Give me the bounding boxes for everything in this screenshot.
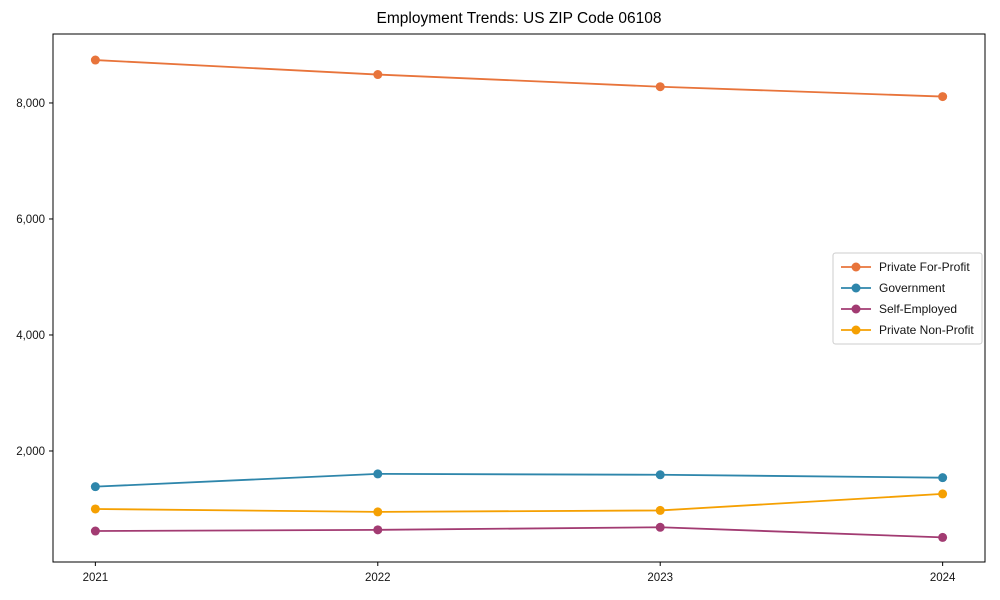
- data-point-marker: [938, 473, 948, 483]
- series-layer: [90, 55, 948, 542]
- data-point-marker: [373, 469, 383, 479]
- legend-label: Self-Employed: [879, 302, 957, 316]
- data-point-marker: [655, 522, 665, 532]
- series-line-self-employed: [95, 526, 943, 539]
- legend-marker: [851, 304, 861, 314]
- legend-marker: [851, 283, 861, 293]
- series-line-private-non-profit: [95, 493, 943, 513]
- data-point-marker: [938, 489, 948, 499]
- series-line-government: [95, 472, 943, 488]
- data-point-marker: [655, 82, 665, 92]
- data-point-marker: [90, 482, 100, 492]
- legend-label: Private Non-Profit: [879, 323, 974, 337]
- data-point-marker: [655, 470, 665, 480]
- y-axis: 2,000 4,000 6,000 8,000: [16, 98, 53, 458]
- legend-marker: [851, 325, 861, 335]
- y-tick-label: 4,000: [16, 330, 45, 342]
- chart-title: Employment Trends: US ZIP Code 06108: [377, 10, 662, 27]
- x-tick-label: 2021: [83, 572, 109, 584]
- legend-box: [832, 252, 983, 345]
- x-tick-label: 2022: [365, 572, 391, 584]
- y-tick-label: 8,000: [16, 98, 45, 110]
- data-point-marker: [90, 526, 100, 536]
- data-point-marker: [90, 55, 100, 65]
- y-tick-label: 6,000: [16, 214, 45, 226]
- x-tick-label: 2023: [647, 572, 673, 584]
- y-tick-label: 2,000: [16, 446, 45, 458]
- data-point-marker: [938, 92, 948, 102]
- data-point-marker: [938, 532, 948, 542]
- legend: Private For-Profit Government Self-Employe…: [832, 252, 983, 345]
- x-axis: 2021 2022 2023 2024: [83, 562, 956, 584]
- data-point-marker: [90, 504, 100, 514]
- legend-label: Private For-Profit: [879, 260, 970, 274]
- data-point-marker: [373, 70, 383, 80]
- data-point-marker: [373, 507, 383, 517]
- data-point-marker: [373, 525, 383, 535]
- plot-border: [52, 33, 986, 563]
- legend-marker: [851, 262, 861, 272]
- series-line-private-for-profit: [95, 59, 943, 98]
- x-tick-label: 2024: [930, 572, 956, 584]
- legend-label: Government: [879, 281, 946, 295]
- data-point-marker: [655, 505, 665, 515]
